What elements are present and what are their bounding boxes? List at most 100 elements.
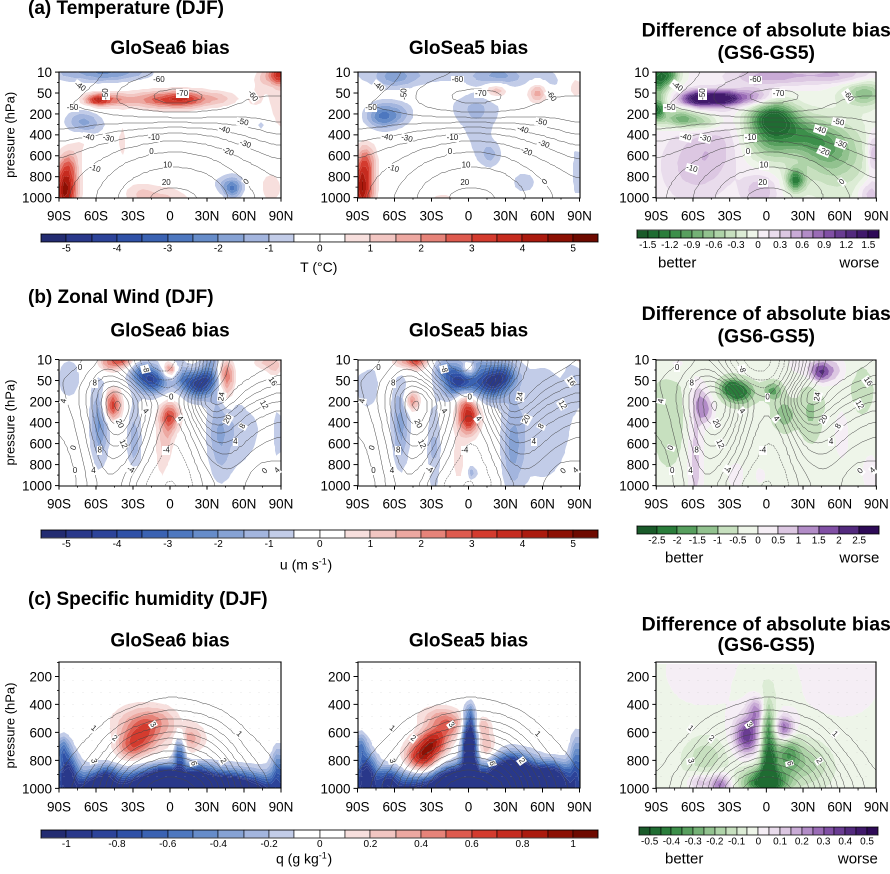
svg-text:10: 10 — [335, 352, 350, 367]
svg-text:-4: -4 — [461, 445, 469, 454]
svg-text:800: 800 — [627, 170, 650, 185]
svg-text:-50: -50 — [399, 88, 408, 100]
svg-text:10: 10 — [634, 65, 649, 80]
svg-text:10: 10 — [335, 65, 350, 80]
svg-text:0: 0 — [166, 208, 174, 223]
svg-text:0: 0 — [670, 466, 675, 475]
svg-text:50: 50 — [634, 86, 649, 101]
svg-text:-50: -50 — [365, 103, 377, 112]
svg-text:-50: -50 — [236, 116, 250, 127]
svg-text:200: 200 — [328, 394, 351, 409]
svg-text:90N: 90N — [864, 208, 889, 223]
svg-text:4: 4 — [829, 437, 834, 446]
svg-text:pressure (hPa): pressure (hPa) — [2, 92, 17, 178]
svg-text:-40: -40 — [813, 123, 827, 135]
svg-text:0: 0 — [755, 240, 761, 251]
svg-text:0: 0 — [468, 392, 473, 401]
svg-text:60S: 60S — [681, 208, 705, 223]
svg-text:-30: -30 — [400, 132, 414, 144]
svg-text:3: 3 — [469, 539, 475, 550]
svg-text:0.8: 0.8 — [516, 839, 530, 850]
svg-text:0: 0 — [166, 496, 174, 511]
svg-text:4: 4 — [59, 398, 69, 404]
svg-text:4: 4 — [520, 244, 526, 255]
svg-text:-8: -8 — [737, 364, 748, 374]
svg-text:0: 0 — [756, 836, 762, 847]
svg-text:-20: -20 — [817, 145, 832, 158]
svg-text:-10: -10 — [148, 133, 160, 142]
svg-text:24: 24 — [812, 391, 823, 402]
svg-text:10: 10 — [37, 352, 52, 367]
svg-text:-0.2: -0.2 — [260, 839, 278, 850]
svg-text:24: 24 — [216, 391, 227, 402]
svg-text:0: 0 — [763, 208, 771, 223]
svg-text:-40: -40 — [679, 131, 693, 142]
svg-text:-2: -2 — [214, 539, 223, 550]
svg-text:3: 3 — [686, 758, 696, 765]
svg-text:1000: 1000 — [619, 478, 649, 493]
svg-text:T (°C): T (°C) — [300, 259, 337, 275]
svg-text:-1: -1 — [713, 536, 722, 547]
svg-text:60N: 60N — [530, 496, 555, 511]
svg-text:-50: -50 — [698, 88, 707, 100]
svg-text:-0.4: -0.4 — [663, 836, 681, 847]
svg-text:-8: -8 — [140, 364, 151, 374]
svg-text:-0.6: -0.6 — [159, 839, 177, 850]
svg-text:20: 20 — [412, 418, 424, 430]
svg-text:4: 4 — [772, 414, 782, 424]
svg-text:10: 10 — [462, 161, 471, 170]
svg-text:20: 20 — [114, 418, 126, 430]
svg-text:4: 4 — [520, 539, 526, 550]
svg-text:-0.2: -0.2 — [706, 836, 724, 847]
svg-text:-1: -1 — [265, 539, 274, 550]
svg-text:-30: -30 — [102, 132, 116, 144]
svg-text:3: 3 — [388, 758, 398, 765]
svg-text:1: 1 — [830, 729, 840, 739]
svg-text:Difference of absolute bias: Difference of absolute bias — [642, 20, 890, 42]
svg-text:1000: 1000 — [619, 190, 649, 205]
svg-text:0: 0 — [755, 536, 761, 547]
svg-text:90N: 90N — [567, 496, 592, 511]
svg-text:u (m s: u (m s — [280, 557, 319, 573]
svg-text:0: 0 — [367, 443, 377, 451]
svg-text:0: 0 — [317, 244, 323, 255]
svg-text:1000: 1000 — [22, 478, 52, 493]
svg-text:4: 4 — [868, 465, 878, 475]
svg-text:0: 0 — [765, 392, 770, 401]
svg-text:800: 800 — [29, 457, 52, 472]
svg-text:1.5: 1.5 — [861, 240, 875, 251]
svg-text:30S: 30S — [121, 799, 145, 814]
svg-text:600: 600 — [328, 149, 351, 164]
svg-text:50: 50 — [37, 86, 52, 101]
svg-text:-4: -4 — [125, 464, 136, 476]
svg-text:0: 0 — [241, 176, 251, 186]
svg-text:4: 4 — [737, 406, 747, 416]
svg-text:60N: 60N — [530, 208, 555, 223]
svg-text:-70: -70 — [773, 89, 785, 98]
svg-text:4: 4 — [272, 465, 282, 475]
svg-text:60N: 60N — [827, 496, 852, 511]
svg-text:50: 50 — [37, 373, 52, 388]
svg-text:0: 0 — [763, 496, 771, 511]
svg-text:0: 0 — [465, 496, 473, 511]
svg-text:-1.5: -1.5 — [639, 240, 657, 251]
svg-text:0: 0 — [855, 466, 865, 476]
svg-text:60N: 60N — [232, 208, 257, 223]
svg-text:6: 6 — [487, 760, 497, 767]
svg-text:-70: -70 — [177, 89, 189, 98]
svg-text:0: 0 — [675, 363, 680, 372]
svg-text:-0.9: -0.9 — [683, 240, 701, 251]
svg-text:400: 400 — [328, 697, 351, 712]
svg-text:90S: 90S — [644, 799, 668, 814]
svg-text:90N: 90N — [567, 208, 592, 223]
svg-text:800: 800 — [29, 170, 52, 185]
svg-text:60N: 60N — [232, 496, 257, 511]
svg-text:): ) — [328, 557, 333, 573]
svg-text:-10: -10 — [387, 162, 401, 174]
svg-text:4: 4 — [656, 398, 666, 404]
svg-text:-50: -50 — [101, 88, 110, 100]
svg-text:2: 2 — [110, 733, 119, 743]
svg-text:-40: -40 — [516, 123, 530, 135]
svg-text:10: 10 — [759, 161, 768, 170]
svg-text:200: 200 — [328, 669, 351, 684]
